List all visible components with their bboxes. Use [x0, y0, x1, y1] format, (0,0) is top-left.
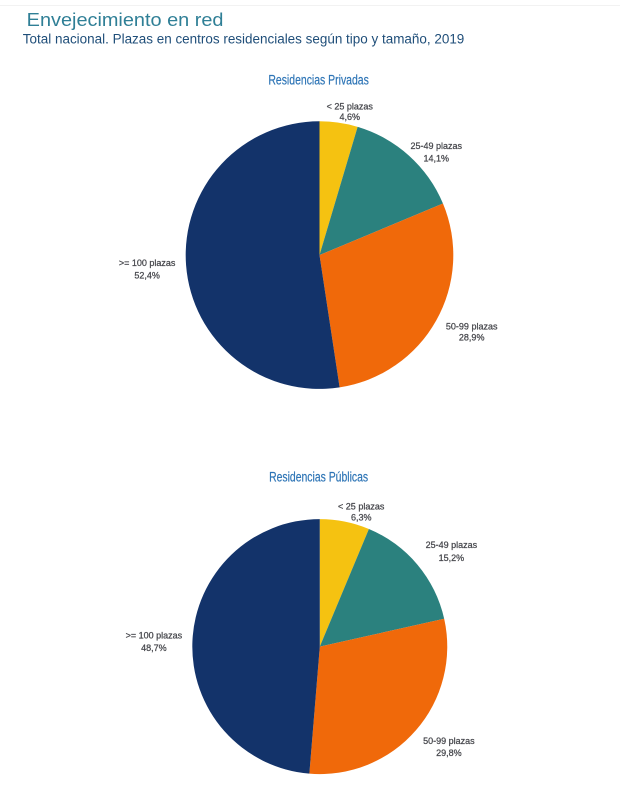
svg-text:25-49 plazas: 25-49 plazas — [411, 141, 463, 151]
svg-text:< 25 plazas: < 25 plazas — [327, 102, 374, 112]
svg-text:25-49 plazas: 25-49 plazas — [426, 540, 478, 550]
svg-text:48,7%: 48,7% — [141, 643, 167, 653]
svg-text:29,8%: 29,8% — [436, 748, 462, 758]
svg-text:15,2%: 15,2% — [439, 553, 465, 563]
svg-text:>= 100 plazas: >= 100 plazas — [119, 258, 176, 268]
svg-text:14,1%: 14,1% — [424, 154, 450, 164]
svg-text:28,9%: 28,9% — [459, 332, 485, 342]
svg-text:6,3%: 6,3% — [351, 512, 372, 522]
svg-text:52,4%: 52,4% — [134, 270, 160, 280]
svg-text:Envejecimiento en red: Envejecimiento en red — [27, 9, 224, 30]
svg-text:Residencias Públicas: Residencias Públicas — [269, 470, 368, 485]
svg-text:< 25 plazas: < 25 plazas — [338, 502, 385, 512]
svg-text:>= 100 plazas: >= 100 plazas — [126, 631, 183, 641]
svg-text:Total nacional. Plazas en cent: Total nacional. Plazas en centros reside… — [23, 32, 464, 47]
svg-text:Residencias Privadas: Residencias Privadas — [268, 72, 369, 87]
svg-text:50-99 plazas: 50-99 plazas — [423, 736, 475, 746]
svg-text:50-99 plazas: 50-99 plazas — [446, 322, 498, 332]
svg-text:4,6%: 4,6% — [340, 112, 361, 122]
